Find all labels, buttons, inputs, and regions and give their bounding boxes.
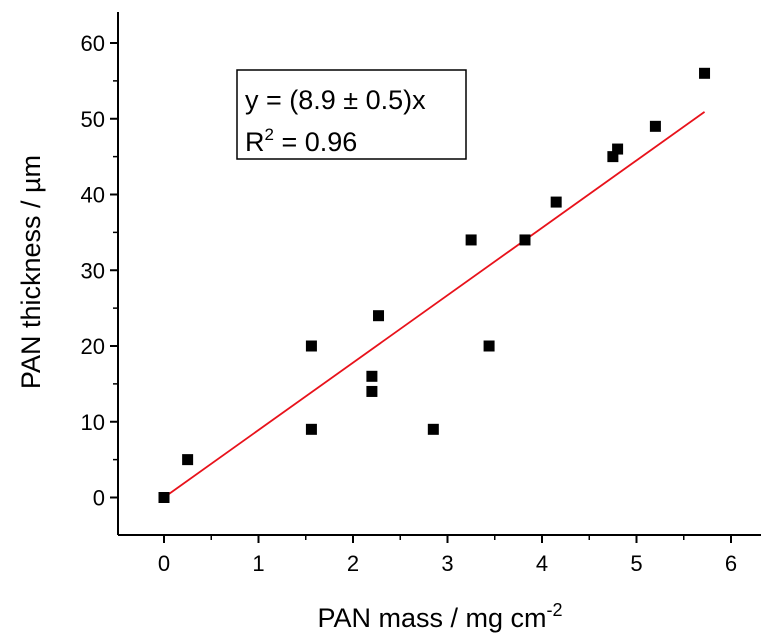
y-tick-label: 50 [81, 107, 105, 132]
y-tick-label: 0 [93, 486, 105, 511]
data-points [158, 67, 711, 503]
data-point [427, 423, 439, 435]
annotation-box: y = (8.9 ± 0.5)x R2 = 0.96 [236, 69, 467, 160]
x-tick-label: 1 [252, 551, 264, 576]
x-axis-label-superscript: -2 [547, 600, 563, 620]
x-tick-label: 0 [158, 551, 170, 576]
y-tick-label: 20 [81, 334, 105, 359]
data-point [612, 143, 624, 155]
y-tick-label: 10 [81, 410, 105, 435]
x-tick-label: 5 [630, 551, 642, 576]
data-point [366, 370, 378, 382]
x-axis-label: PAN mass / mg cm-2 [317, 600, 562, 633]
data-point [465, 234, 477, 246]
data-point [305, 423, 317, 435]
data-point [649, 120, 661, 132]
fit-line [163, 111, 706, 499]
data-point [607, 151, 619, 163]
annotation-r-squared: R2 = 0.96 [245, 125, 357, 157]
x-tick-label: 6 [725, 551, 737, 576]
x-tick-label: 3 [441, 551, 453, 576]
data-point [305, 340, 317, 352]
y-tick-label: 30 [81, 258, 105, 283]
r-squared-superscript: 2 [265, 125, 274, 144]
data-point [699, 67, 711, 79]
y-axis-label: PAN thickness / µm [16, 155, 46, 389]
annotation-equation: y = (8.9 ± 0.5)x [245, 85, 426, 115]
fit-line-group [163, 111, 706, 499]
data-point [373, 310, 385, 322]
y-tick-label: 40 [81, 183, 105, 208]
data-point [483, 340, 495, 352]
x-axis-label-text: PAN mass / mg cm [317, 603, 546, 633]
data-point [366, 385, 378, 397]
r-squared-prefix: R [245, 127, 265, 157]
axes [117, 12, 761, 536]
x-tick-label: 4 [536, 551, 548, 576]
data-point [158, 492, 170, 503]
data-point [519, 234, 531, 246]
r-squared-value: = 0.96 [274, 127, 357, 157]
data-point [550, 196, 562, 208]
y-tick-label: 60 [81, 31, 105, 56]
data-point [182, 454, 194, 466]
x-tick-label: 2 [347, 551, 359, 576]
